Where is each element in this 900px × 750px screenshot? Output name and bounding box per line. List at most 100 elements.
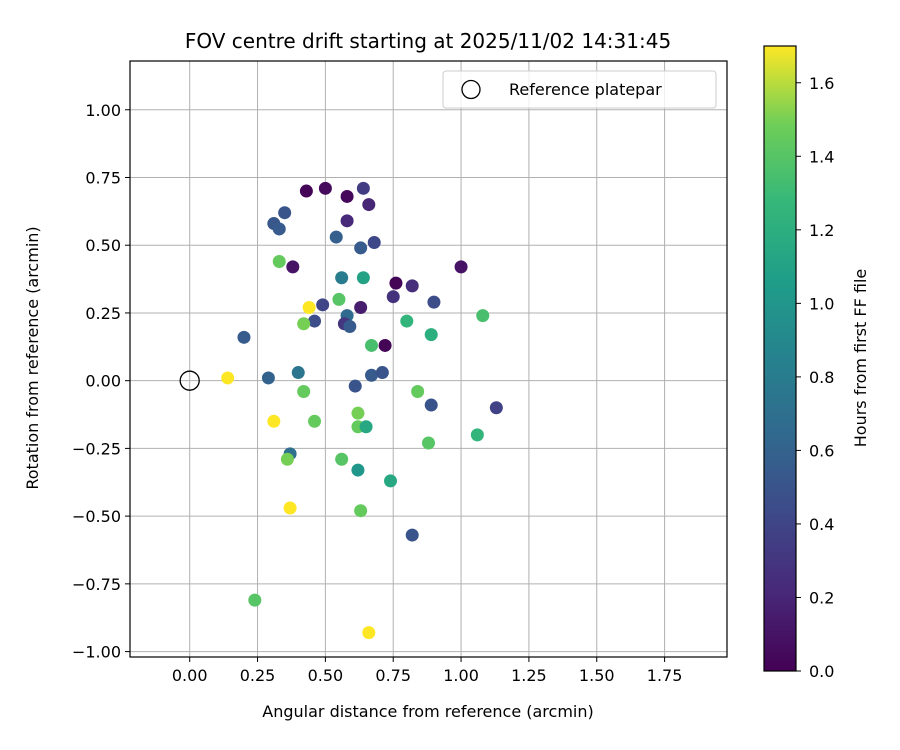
data-point bbox=[354, 301, 368, 315]
data-point bbox=[384, 474, 398, 488]
data-point bbox=[302, 301, 316, 315]
y-tick-label: 0.75 bbox=[85, 168, 121, 187]
x-tick-label: 1.25 bbox=[511, 666, 547, 685]
colorbar-tick-label: 1.0 bbox=[809, 294, 834, 313]
x-axis-label: Angular distance from reference (arcmin) bbox=[262, 702, 593, 721]
y-tick-label: −0.25 bbox=[72, 439, 121, 458]
data-point bbox=[367, 236, 381, 250]
colorbar-tick-label: 0.8 bbox=[809, 368, 834, 387]
colorbar-tick-label: 0.2 bbox=[809, 588, 834, 607]
y-tick-label: −0.75 bbox=[72, 575, 121, 594]
x-tick-label: 0.25 bbox=[240, 666, 276, 685]
legend: Reference platepar bbox=[442, 70, 717, 109]
data-point bbox=[308, 414, 322, 428]
data-point bbox=[316, 298, 330, 312]
data-point bbox=[261, 371, 275, 385]
data-point bbox=[386, 290, 400, 304]
x-tick-label: 0.00 bbox=[172, 666, 208, 685]
data-point bbox=[335, 452, 349, 466]
chart-title: FOV centre drift starting at 2025/11/02 … bbox=[185, 29, 671, 53]
colorbar-tick-label: 1.6 bbox=[809, 74, 834, 93]
data-point bbox=[340, 214, 354, 228]
x-tick-label: 0.50 bbox=[308, 666, 344, 685]
colorbar-tick-label: 0.6 bbox=[809, 441, 834, 460]
data-point bbox=[272, 254, 286, 268]
y-tick-label: 1.00 bbox=[85, 101, 121, 120]
colorbar-tick-label: 0.4 bbox=[809, 515, 834, 534]
data-point bbox=[362, 626, 376, 640]
legend-marker-reference bbox=[461, 79, 481, 100]
data-point bbox=[280, 452, 294, 466]
x-tick-label: 1.75 bbox=[647, 666, 683, 685]
reference-marker bbox=[179, 370, 200, 391]
reference-platepar-marker bbox=[179, 370, 200, 391]
data-point bbox=[356, 181, 370, 195]
colorbar-tick-label: 1.2 bbox=[809, 221, 834, 240]
plot-area: 0.00 0.25 0.50 0.75 1.00 1.25 1.50 1.75 −1.00 −0… bbox=[72, 60, 728, 685]
data-points bbox=[221, 181, 503, 640]
data-point bbox=[359, 420, 373, 434]
colorbar-tick-label: 0.0 bbox=[809, 662, 834, 681]
grid bbox=[130, 61, 727, 657]
colorbar-ticks: 0.0 0.2 0.4 0.6 0.8 1.0 1.2 1.4 1.6 bbox=[796, 74, 834, 681]
data-point bbox=[308, 314, 322, 328]
data-point bbox=[476, 309, 490, 323]
data-point bbox=[278, 206, 292, 220]
data-point bbox=[343, 319, 357, 333]
data-point bbox=[340, 189, 354, 203]
data-point bbox=[454, 260, 468, 274]
data-point bbox=[400, 314, 414, 328]
data-point bbox=[283, 501, 297, 515]
colorbar-gradient bbox=[763, 45, 797, 672]
y-tick-label: 0.50 bbox=[85, 236, 121, 255]
data-point bbox=[411, 385, 425, 399]
x-tick-label: 0.75 bbox=[375, 666, 411, 685]
data-point bbox=[348, 379, 362, 393]
data-point bbox=[378, 338, 392, 352]
legend-label-reference: Reference platepar bbox=[509, 80, 662, 99]
data-point bbox=[365, 368, 379, 382]
data-point bbox=[356, 271, 370, 285]
data-point bbox=[297, 385, 311, 399]
x-tick-label: 1.00 bbox=[443, 666, 479, 685]
colorbar-tick-label: 1.4 bbox=[809, 147, 834, 166]
data-point bbox=[405, 528, 419, 542]
data-point bbox=[489, 401, 503, 415]
data-point bbox=[272, 222, 286, 236]
data-point bbox=[248, 593, 262, 607]
data-point bbox=[291, 366, 305, 380]
data-point bbox=[424, 328, 438, 342]
data-point bbox=[267, 414, 281, 428]
x-ticks: 0.00 0.25 0.50 0.75 1.00 1.25 1.50 1.75 bbox=[172, 657, 683, 685]
y-tick-label: 0.25 bbox=[85, 304, 121, 323]
data-point bbox=[354, 504, 368, 518]
colorbar-label: Hours from first FF file bbox=[851, 269, 870, 448]
data-point bbox=[297, 317, 311, 331]
x-tick-label: 1.50 bbox=[579, 666, 615, 685]
legend-box bbox=[442, 70, 717, 109]
axes-frame bbox=[129, 60, 728, 658]
data-point bbox=[422, 436, 435, 450]
data-point bbox=[405, 279, 419, 293]
y-axis-label: Rotation from reference (arcmin) bbox=[23, 226, 42, 489]
data-point bbox=[332, 292, 346, 306]
data-point bbox=[299, 184, 313, 198]
data-point bbox=[424, 398, 438, 412]
data-point bbox=[427, 295, 441, 309]
data-point bbox=[335, 271, 349, 285]
data-point bbox=[286, 260, 300, 274]
data-point bbox=[389, 276, 403, 290]
data-point bbox=[354, 241, 368, 255]
data-point bbox=[365, 338, 379, 352]
colorbar: 0.0 0.2 0.4 0.6 0.8 1.0 1.2 1.4 1.6 Hours from f… bbox=[763, 45, 870, 681]
data-point bbox=[470, 428, 484, 442]
y-tick-label: −1.00 bbox=[72, 643, 121, 662]
data-point bbox=[237, 330, 251, 344]
data-point bbox=[351, 463, 365, 477]
data-point bbox=[375, 366, 389, 380]
data-point bbox=[362, 198, 376, 212]
data-point bbox=[329, 230, 343, 244]
data-point bbox=[318, 181, 332, 195]
